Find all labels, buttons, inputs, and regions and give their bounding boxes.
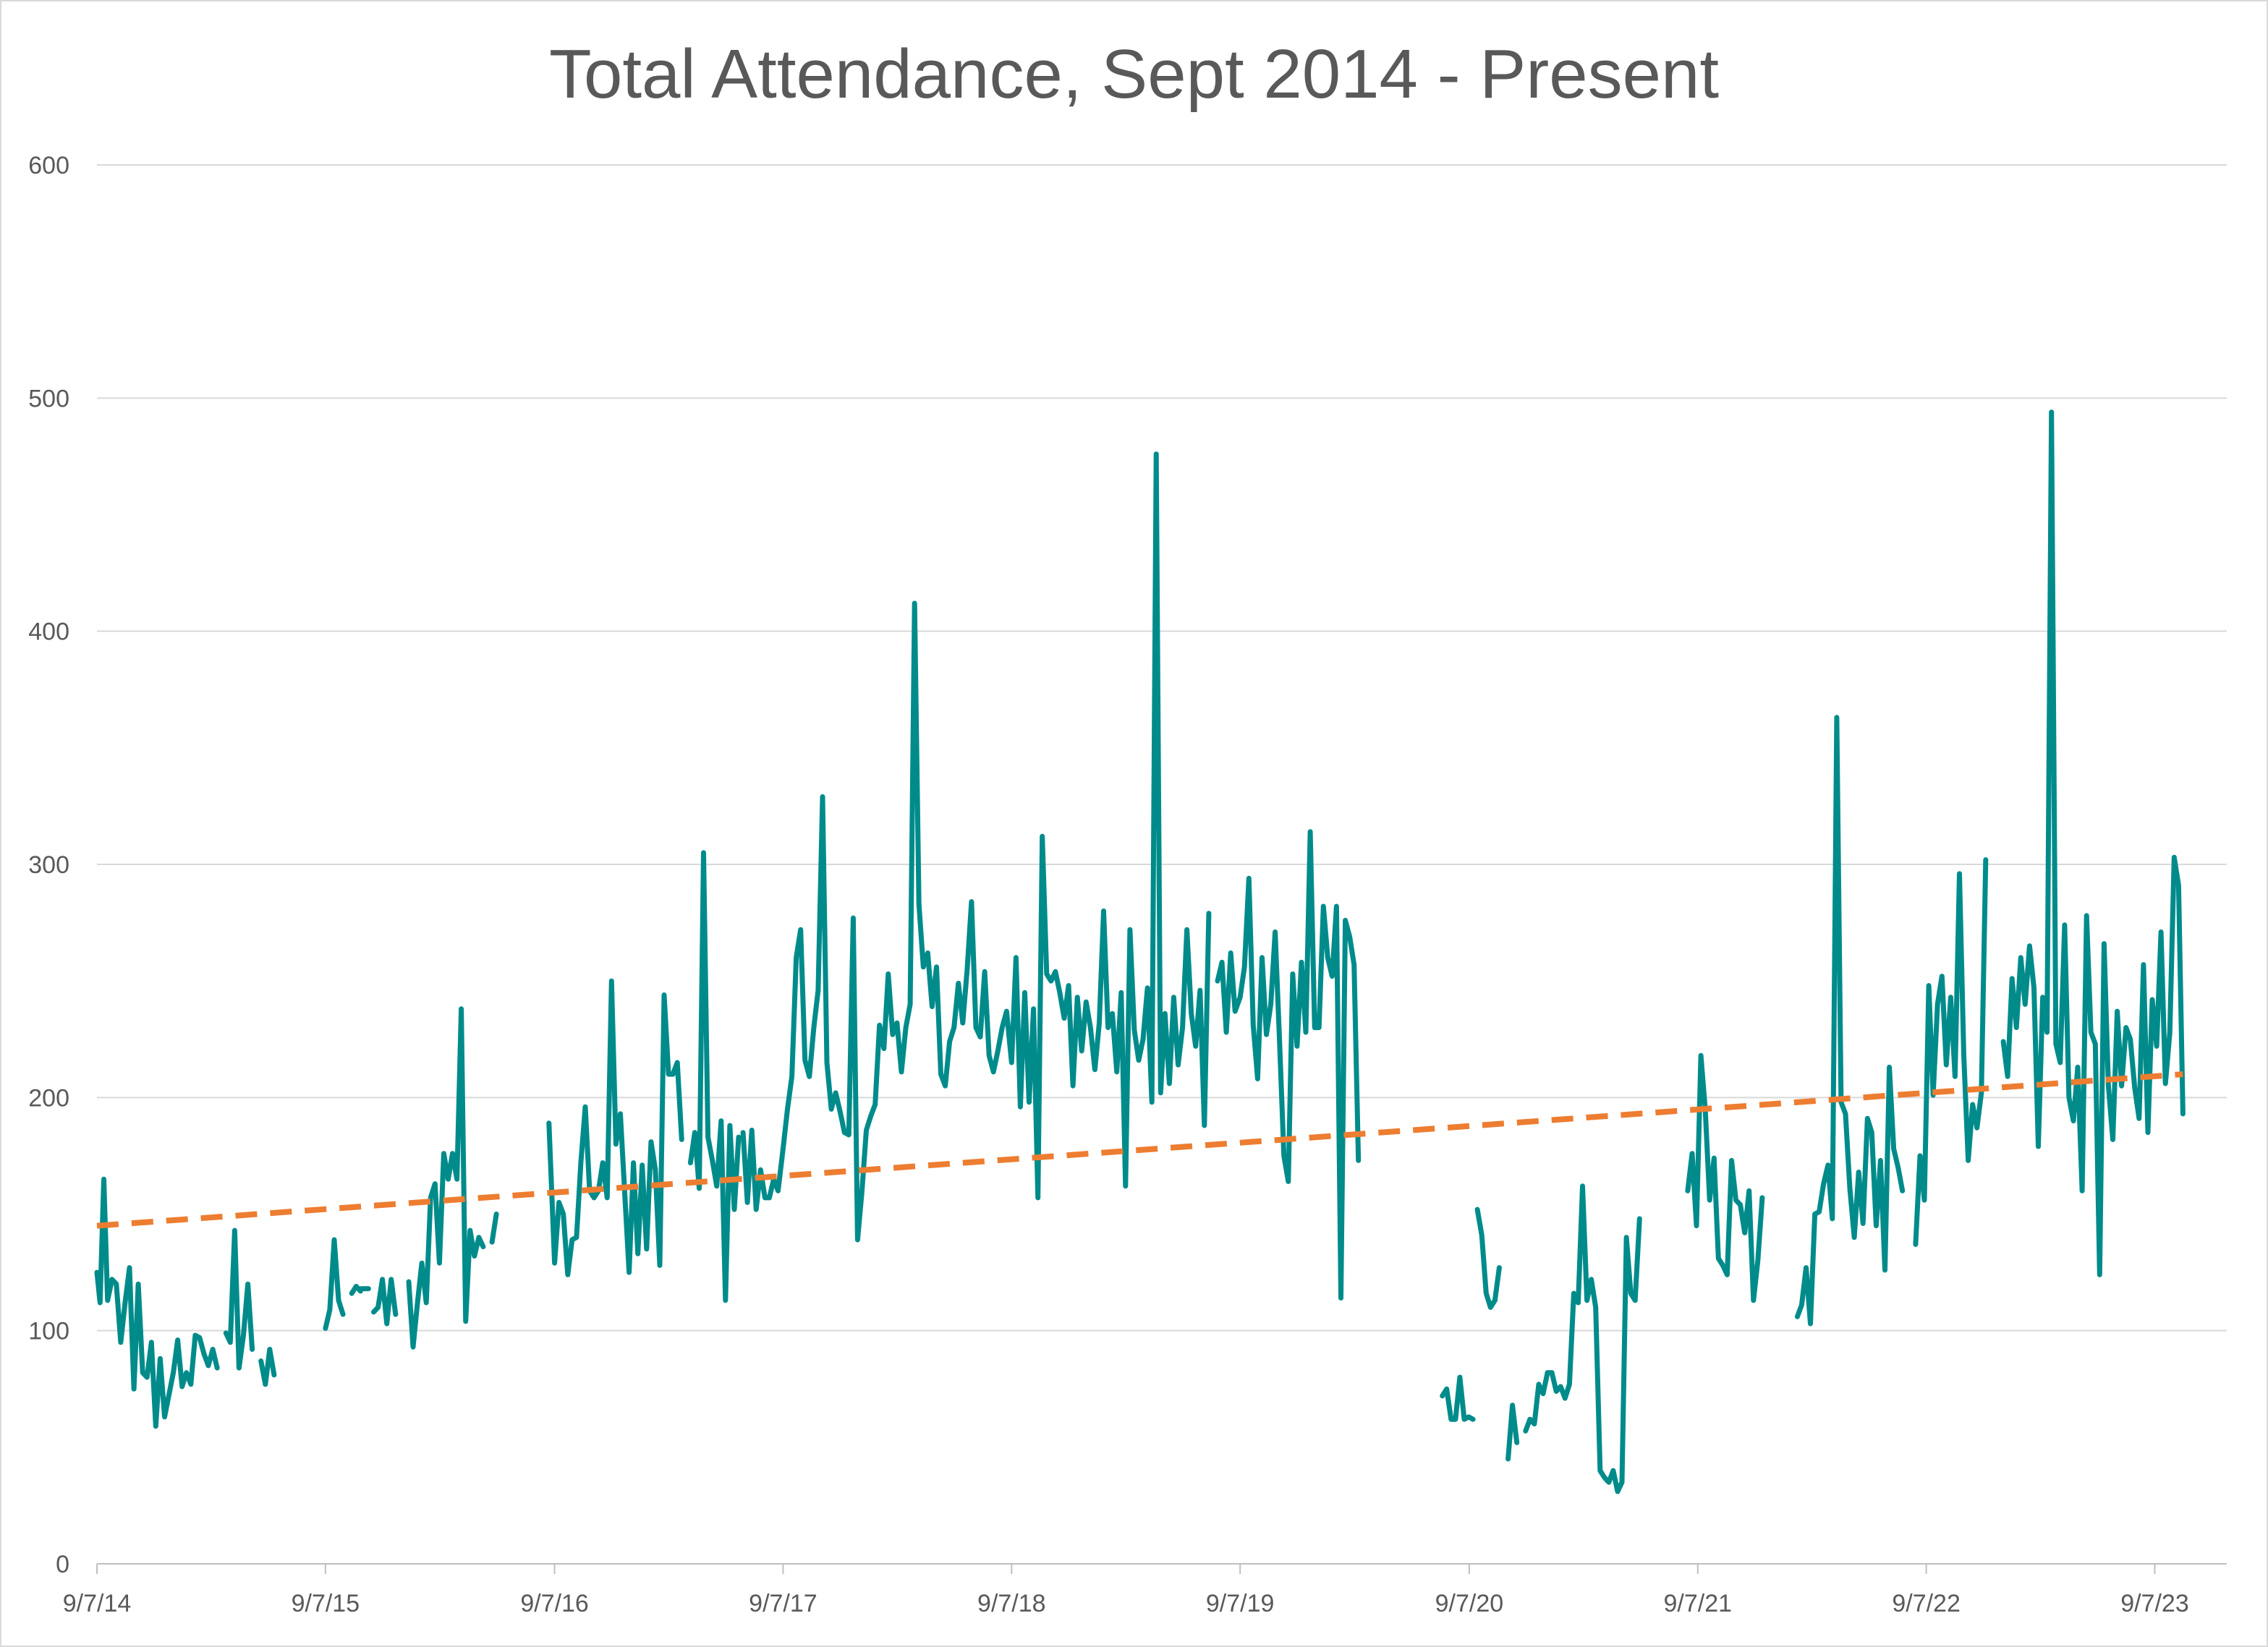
gridlines xyxy=(97,164,2227,1332)
x-tick-label: 9/7/17 xyxy=(749,1590,817,1617)
attendance-line-segment xyxy=(740,451,1212,1243)
y-tick-label: 300 xyxy=(28,851,69,879)
chart-title: Total Attendance, Sept 2014 - Present xyxy=(548,35,1720,113)
attendance-line-segment xyxy=(1913,857,1989,1247)
x-tick-label: 9/7/21 xyxy=(1663,1590,1732,1617)
attendance-line-segment xyxy=(1523,1183,1642,1494)
y-tick-labels: 0 100 200 300 400 500 600 xyxy=(28,152,69,1578)
x-tick-label: 9/7/15 xyxy=(292,1590,360,1617)
attendance-line-segment xyxy=(687,850,742,1303)
x-tick-label: 9/7/14 xyxy=(63,1590,132,1617)
x-tick-label: 9/7/23 xyxy=(2120,1590,2189,1617)
y-tick-label: 0 xyxy=(56,1551,69,1578)
series-layer xyxy=(94,409,2186,1494)
axes xyxy=(96,1563,2227,1574)
y-tick-label: 500 xyxy=(28,385,69,412)
trendline xyxy=(96,1071,2183,1229)
x-tick-label: 9/7/18 xyxy=(977,1590,1046,1617)
attendance-line-segment xyxy=(94,1176,220,1429)
x-tick-label: 9/7/20 xyxy=(1435,1590,1504,1617)
x-tick-label: 9/7/22 xyxy=(1892,1590,1961,1617)
x-tick-label: 9/7/19 xyxy=(1206,1590,1275,1617)
y-tick-label: 600 xyxy=(28,152,69,179)
attendance-line-segment xyxy=(1505,1403,1520,1462)
y-tick-label: 200 xyxy=(28,1084,69,1112)
attendance-line-segment xyxy=(489,1212,499,1245)
attendance-line-segment xyxy=(546,978,684,1277)
attendance-line-segment xyxy=(223,1227,255,1371)
attendance-line-segment xyxy=(1440,1374,1476,1422)
y-tick-label: 400 xyxy=(28,618,69,646)
attendance-line-segment xyxy=(1474,1206,1502,1310)
attendance-line-segment xyxy=(323,1237,346,1331)
attendance-line-segment xyxy=(406,1006,486,1350)
x-tick-label: 9/7/16 xyxy=(520,1590,589,1617)
y-tick-label: 100 xyxy=(28,1318,69,1345)
attendance-line-segment xyxy=(1794,715,1906,1327)
x-tick-labels: 9/7/14 9/7/15 9/7/16 9/7/17 9/7/18 9/7/19 9/7/… xyxy=(63,1590,2189,1617)
attendance-line-segment xyxy=(1215,829,1362,1301)
attendance-line-segment xyxy=(258,1347,277,1387)
attendance-line-segment xyxy=(371,1277,399,1327)
attendance-line-segment xyxy=(1685,1052,1765,1303)
attendance-line-segment xyxy=(2000,409,2186,1277)
